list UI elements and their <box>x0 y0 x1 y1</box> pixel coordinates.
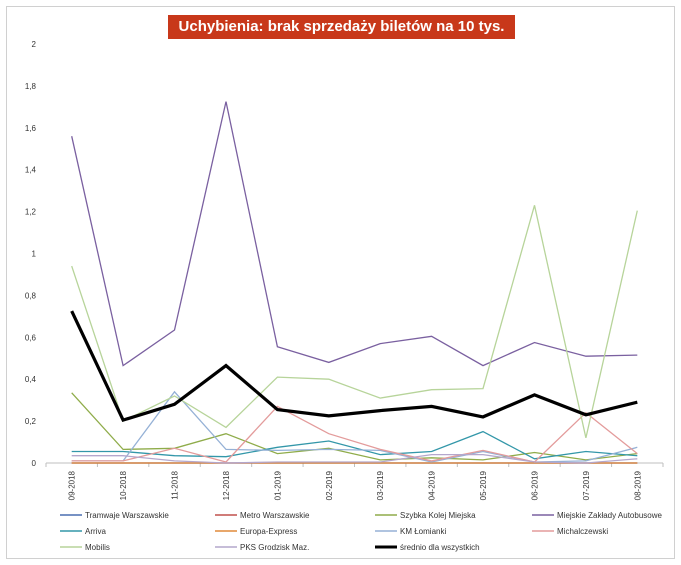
legend-label: PKS Grodzisk Maz. <box>240 543 309 552</box>
legend-label: Miejskie Zakłady Autobusowe <box>557 511 662 520</box>
y-tick-label: 0,2 <box>25 417 37 426</box>
x-tick-label: 03-2019 <box>376 470 385 500</box>
series-lines <box>70 101 638 464</box>
x-tick-label: 04-2019 <box>428 470 437 500</box>
chart-frame <box>6 6 675 559</box>
x-tick-label: 07-2019 <box>582 470 591 500</box>
series-line-miejskie-zak-ady-autobusowe <box>71 101 638 367</box>
y-tick-label: 2 <box>32 40 37 49</box>
x-tick-label: 09-2018 <box>68 470 77 500</box>
x-tick-label: 10-2018 <box>119 470 128 500</box>
y-tick-label: 0,8 <box>25 291 37 300</box>
y-tick-label: 1,2 <box>25 208 37 217</box>
legend-label: średnio dla wszystkich <box>400 543 480 552</box>
y-tick-label: 1,8 <box>25 82 37 91</box>
chart-title: Uchybienia: brak sprzedaży biletów na 10… <box>168 15 515 59</box>
y-tick-label: 1 <box>32 250 37 259</box>
x-tick-label: 11-2018 <box>171 470 180 499</box>
series-line-michalczewski <box>71 405 638 463</box>
legend-label: KM Łomianki <box>400 527 446 536</box>
x-tick-label: 08-2019 <box>633 470 642 500</box>
x-tick-label: 01-2019 <box>273 470 282 500</box>
legend-label: Europa-Express <box>240 527 297 536</box>
series-line-arriva <box>71 430 638 460</box>
y-axis-ticks: 0 0,2 0,4 0,6 0,8 1 1,2 1,4 1,6 1,8 2 <box>25 40 37 468</box>
series-line-pks-grodzisk-maz <box>71 453 638 464</box>
y-tick-label: 1,4 <box>25 166 37 175</box>
legend-label: Metro Warszawskie <box>240 511 310 520</box>
y-tick-label: 0,6 <box>25 333 37 342</box>
y-tick-label: 0 <box>32 459 37 468</box>
legend-label: Mobilis <box>85 543 110 552</box>
legend-label: Szybka Kolej Miejska <box>400 511 476 520</box>
x-tick-label: 05-2019 <box>479 470 488 500</box>
legend-label: Michalczewski <box>557 527 608 536</box>
series-line-s-rednio-dla-wszystkich <box>70 310 638 423</box>
series-line-mobilis <box>71 205 638 439</box>
y-tick-label: 0,4 <box>25 375 37 384</box>
x-tick-label: 12-2018 <box>222 470 231 500</box>
x-axis-ticks: 09-2018 10-2018 11-2018 12-2018 01-2019 02-20… <box>45 463 664 500</box>
x-tick-label: 06-2019 <box>530 470 539 500</box>
y-tick-label: 1,6 <box>25 124 37 133</box>
x-tick-label: 02-2019 <box>325 470 334 500</box>
legend: Tramwaje Warszawskie Metro Warszawskie Szy… <box>60 511 662 552</box>
legend-label: Arriva <box>85 527 106 536</box>
legend-label: Tramwaje Warszawskie <box>85 511 169 520</box>
